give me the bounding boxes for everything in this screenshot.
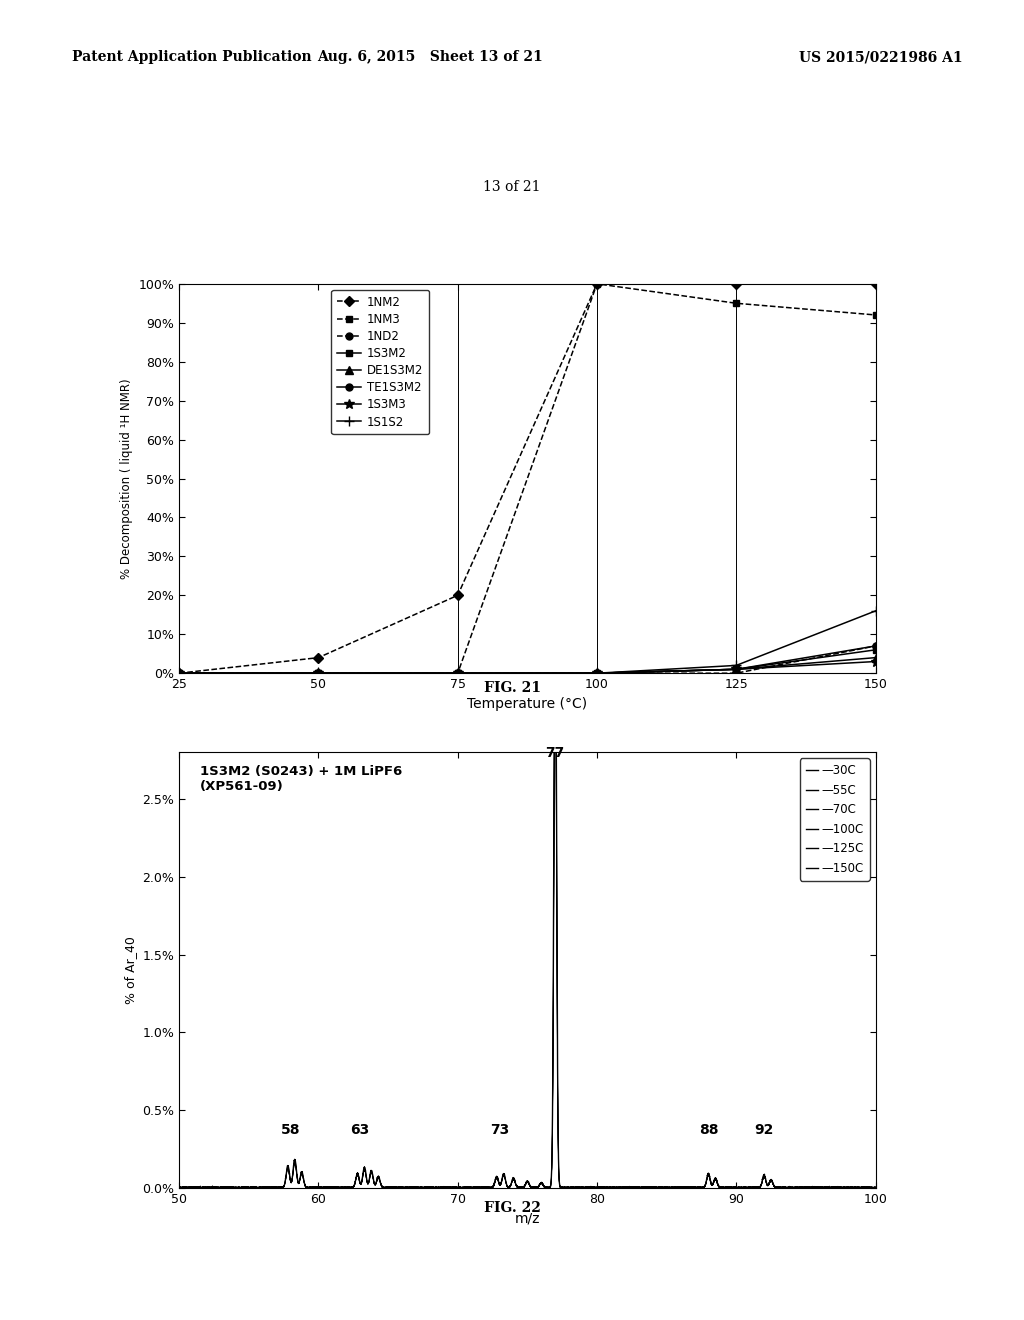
Y-axis label: % of Ar_40: % of Ar_40	[124, 936, 137, 1005]
Text: US 2015/0221986 A1: US 2015/0221986 A1	[799, 50, 963, 65]
Text: 77: 77	[546, 746, 565, 760]
Text: Patent Application Publication: Patent Application Publication	[72, 50, 311, 65]
Y-axis label: % Decomposition ( liquid ¹H NMR): % Decomposition ( liquid ¹H NMR)	[120, 379, 133, 578]
Text: 92: 92	[755, 1123, 774, 1137]
Legend: 1NM2, 1NM3, 1ND2, 1S3M2, DE1S3M2, TE1S3M2, 1S3M3, 1S1S2: 1NM2, 1NM3, 1ND2, 1S3M2, DE1S3M2, TE1S3M…	[332, 289, 429, 434]
Text: 63: 63	[350, 1123, 370, 1137]
X-axis label: m/z: m/z	[515, 1212, 540, 1225]
Text: FIG. 22: FIG. 22	[483, 1201, 541, 1214]
Text: 1S3M2 (S0243) + 1M LiPF6
(XP561-09): 1S3M2 (S0243) + 1M LiPF6 (XP561-09)	[200, 766, 402, 793]
Text: FIG. 21: FIG. 21	[483, 681, 541, 694]
X-axis label: Temperature (°C): Temperature (°C)	[467, 697, 588, 710]
Text: 13 of 21: 13 of 21	[483, 181, 541, 194]
Legend: —30C, —55C, —70C, —100C, —125C, —150C: —30C, —55C, —70C, —100C, —125C, —150C	[800, 758, 869, 880]
Text: 58: 58	[281, 1123, 300, 1137]
Text: 73: 73	[489, 1123, 509, 1137]
Text: 88: 88	[698, 1123, 718, 1137]
Text: Aug. 6, 2015   Sheet 13 of 21: Aug. 6, 2015 Sheet 13 of 21	[317, 50, 543, 65]
